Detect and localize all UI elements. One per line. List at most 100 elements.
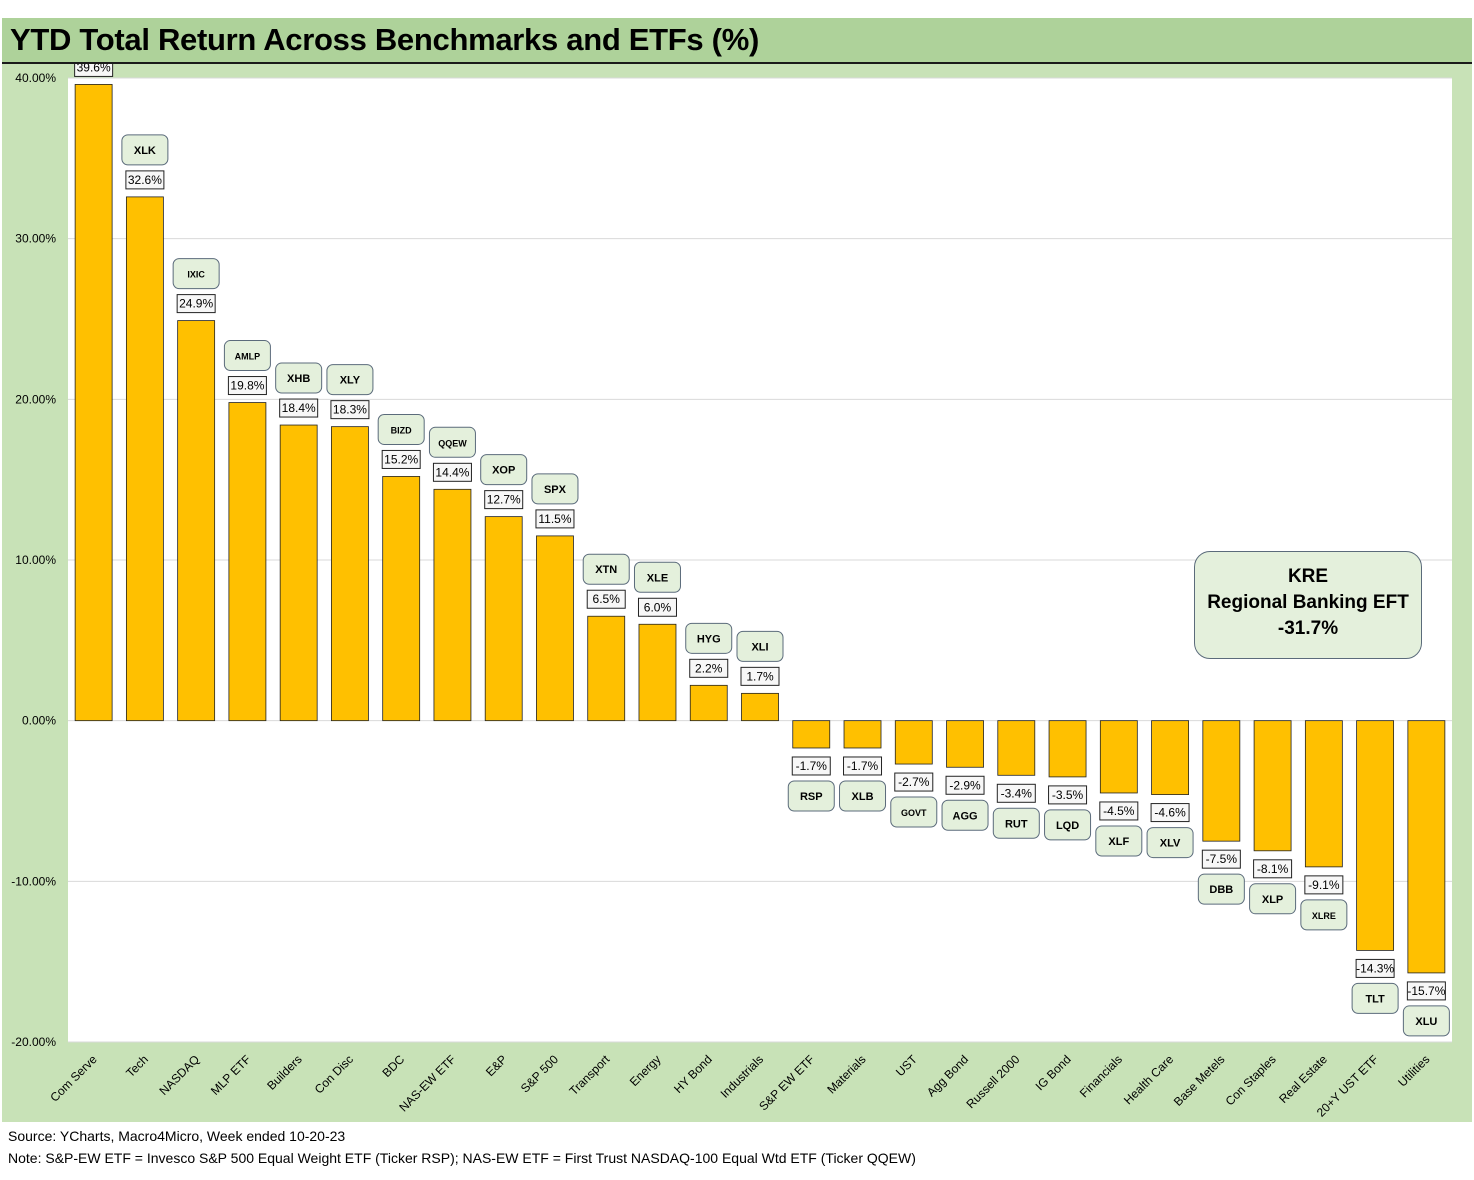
kre-callout: KRE Regional Banking EFT -31.7% xyxy=(1194,551,1422,659)
ticker-label: BIZD xyxy=(391,425,412,435)
ticker-label: GOVT xyxy=(901,808,927,818)
ticker-box xyxy=(582,553,630,585)
value-label: -3.4% xyxy=(1001,786,1033,800)
value-label: 2.2% xyxy=(695,661,723,675)
category-label: S&P 500 xyxy=(518,1052,561,1095)
value-label: 6.0% xyxy=(644,600,672,614)
ticker-box xyxy=(787,780,835,812)
value-label: 19.8% xyxy=(230,379,264,393)
bar xyxy=(1407,720,1446,974)
ticker-label: AGG xyxy=(953,810,978,822)
ticker-label: XLF xyxy=(1108,836,1129,848)
y-tick-label: -10.00% xyxy=(11,874,56,888)
value-label: 39.6% xyxy=(77,64,111,74)
value-label-box xyxy=(227,376,267,396)
ticker-box xyxy=(685,622,733,654)
ticker-box xyxy=(531,473,579,505)
ticker-label: QQEW xyxy=(438,438,467,448)
value-label-box xyxy=(1099,801,1139,821)
category-label: Builders xyxy=(264,1052,305,1093)
ticker-label: IXIC xyxy=(187,270,205,280)
value-label-box xyxy=(1253,859,1293,879)
ticker-label: DBB xyxy=(1209,884,1233,896)
value-label: 6.5% xyxy=(593,592,621,606)
value-label-box xyxy=(1150,803,1190,823)
source-note: Source: YCharts, Macro4Micro, Week ended… xyxy=(8,1128,346,1144)
kre-callout-ticker: KRE xyxy=(1287,566,1329,587)
bar xyxy=(331,426,369,722)
value-label-box xyxy=(996,783,1036,803)
ticker-box xyxy=(223,340,271,372)
category-label: Agg Bond xyxy=(924,1052,971,1099)
bar xyxy=(382,476,421,722)
value-label-box xyxy=(535,509,575,529)
bar xyxy=(1356,720,1395,951)
category-label: NASDAQ xyxy=(157,1052,203,1098)
value-label-box xyxy=(791,756,831,776)
ticker-label: RUT xyxy=(1005,818,1028,830)
ticker-box xyxy=(377,413,425,445)
ticker-label: SPX xyxy=(544,484,567,496)
footnotes: Source: YCharts, Macro4Micro, Week ended… xyxy=(2,1122,1472,1180)
ticker-label: XLU xyxy=(1415,1016,1437,1028)
y-tick-label: 10.00% xyxy=(15,553,56,567)
bar xyxy=(741,692,779,722)
category-label: Base Metels xyxy=(1171,1052,1228,1109)
value-label-box xyxy=(1201,849,1241,869)
ticker-box xyxy=(992,807,1040,839)
value-label: 14.4% xyxy=(435,465,469,479)
value-label: 18.3% xyxy=(333,403,367,417)
value-label: -3.5% xyxy=(1052,788,1084,802)
value-label-box xyxy=(125,170,165,190)
ticker-label: AMLP xyxy=(235,352,261,362)
value-label-box xyxy=(945,775,985,795)
value-label: 24.9% xyxy=(179,297,213,311)
value-label-box xyxy=(637,597,677,617)
y-tick-label: 30.00% xyxy=(15,232,56,246)
category-label: BDC xyxy=(379,1052,407,1080)
ticker-box xyxy=(941,799,989,831)
ticker-label: TLT xyxy=(1365,993,1385,1005)
category-label: IG Bond xyxy=(1033,1052,1074,1093)
value-label: -14.3% xyxy=(1356,961,1394,975)
category-label: Russell 2000 xyxy=(963,1052,1022,1111)
bar xyxy=(1048,720,1087,778)
category-label: Utilities xyxy=(1395,1052,1432,1089)
bar xyxy=(689,684,728,722)
value-label-box xyxy=(74,64,114,77)
ticker-box xyxy=(121,134,169,166)
value-label: -4.5% xyxy=(1103,804,1135,818)
value-label: -4.6% xyxy=(1154,806,1186,820)
ticker-box xyxy=(326,364,374,396)
bar xyxy=(997,720,1036,776)
value-label-box xyxy=(484,490,524,510)
kre-callout-name: Regional Banking EFT xyxy=(1207,592,1409,613)
value-label: 12.7% xyxy=(487,493,521,507)
bar xyxy=(1304,720,1343,868)
ticker-label: XLRE xyxy=(1312,911,1336,921)
bar xyxy=(638,623,677,722)
ticker-label: XLI xyxy=(751,641,768,653)
value-label-box xyxy=(689,658,729,678)
value-label-box xyxy=(740,666,780,686)
category-label: Health Care xyxy=(1121,1052,1176,1107)
value-label: 1.7% xyxy=(746,669,774,683)
bar xyxy=(228,402,267,722)
ticker-box xyxy=(1249,883,1297,915)
value-label: 15.2% xyxy=(384,452,418,466)
value-label-box xyxy=(279,398,319,418)
value-label: 18.4% xyxy=(282,401,316,415)
ticker-label: XOP xyxy=(492,465,515,477)
value-label-box xyxy=(1355,958,1395,978)
value-label: -7.5% xyxy=(1206,852,1238,866)
value-label: -2.7% xyxy=(898,775,930,789)
y-tick-label: 20.00% xyxy=(15,392,56,406)
value-label: 11.5% xyxy=(538,512,571,526)
value-label-box xyxy=(381,449,421,469)
category-label: E&P xyxy=(483,1052,510,1079)
kre-callout-value: -31.7% xyxy=(1277,618,1339,639)
category-label: Transport xyxy=(566,1052,612,1098)
value-label: 32.6% xyxy=(128,173,162,187)
value-label-box xyxy=(1048,785,1088,805)
value-label-box xyxy=(176,294,216,314)
